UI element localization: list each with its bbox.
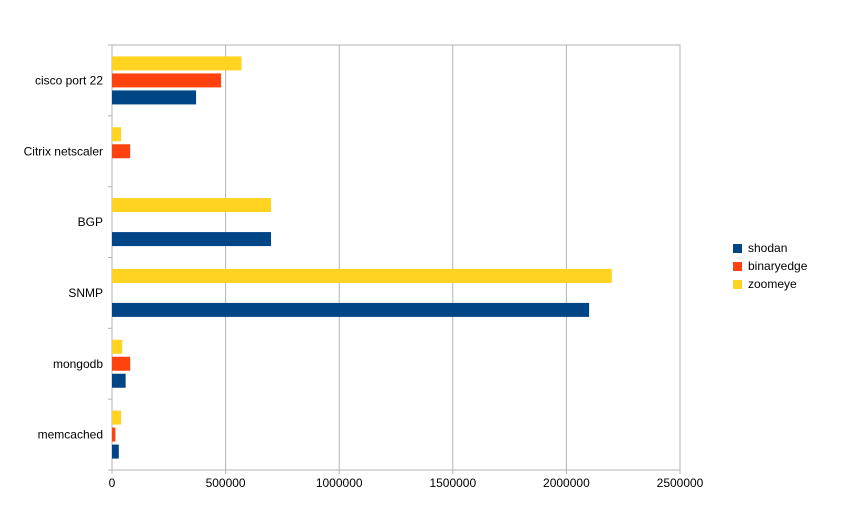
bar-shodan [112, 373, 126, 388]
x-axis-label: 1000000 [316, 476, 363, 490]
bar-zoomeye [112, 56, 242, 71]
legend-label: binaryedge [748, 259, 808, 273]
legend-swatch-shodan [733, 243, 742, 253]
x-axis-label: 2000000 [543, 476, 590, 490]
legend-item-binaryedge: binaryedge [733, 259, 807, 273]
category-label: mongodb [53, 357, 103, 371]
x-axis-label: 1500000 [429, 476, 476, 490]
category-label: cisco port 22 [35, 73, 103, 87]
bar-binaryedge [112, 144, 131, 159]
bar-shodan [112, 90, 197, 105]
bar-shodan [112, 444, 119, 459]
legend-label: shodan [748, 241, 788, 255]
category-label: SNMP [68, 286, 103, 300]
legend-swatch-binaryedge [733, 261, 742, 271]
bar-zoomeye [112, 268, 612, 283]
bar-zoomeye [112, 198, 272, 213]
bar-zoomeye [112, 410, 122, 425]
legend-label: zoomeye [748, 277, 797, 291]
bar-binaryedge [112, 427, 116, 442]
bar-zoomeye [112, 127, 122, 142]
legend-swatch-zoomeye [733, 279, 742, 289]
legend-item-shodan: shodan [733, 241, 807, 255]
bar-binaryedge [112, 356, 131, 371]
x-axis-label: 500000 [206, 476, 246, 490]
x-axis-label: 2500000 [657, 476, 704, 490]
category-label: Citrix netscaler [24, 144, 103, 158]
bar-zoomeye [112, 339, 123, 354]
x-axis-label: 0 [109, 476, 116, 490]
plot-border [111, 44, 681, 471]
category-label: memcached [38, 428, 103, 442]
legend-item-zoomeye: zoomeye [733, 277, 807, 291]
bar-shodan [112, 302, 590, 317]
bar-binaryedge [112, 73, 222, 88]
category-label: BGP [78, 215, 103, 229]
chart-legend: shodan binaryedge zoomeye [733, 241, 807, 295]
bar-shodan [112, 232, 272, 247]
